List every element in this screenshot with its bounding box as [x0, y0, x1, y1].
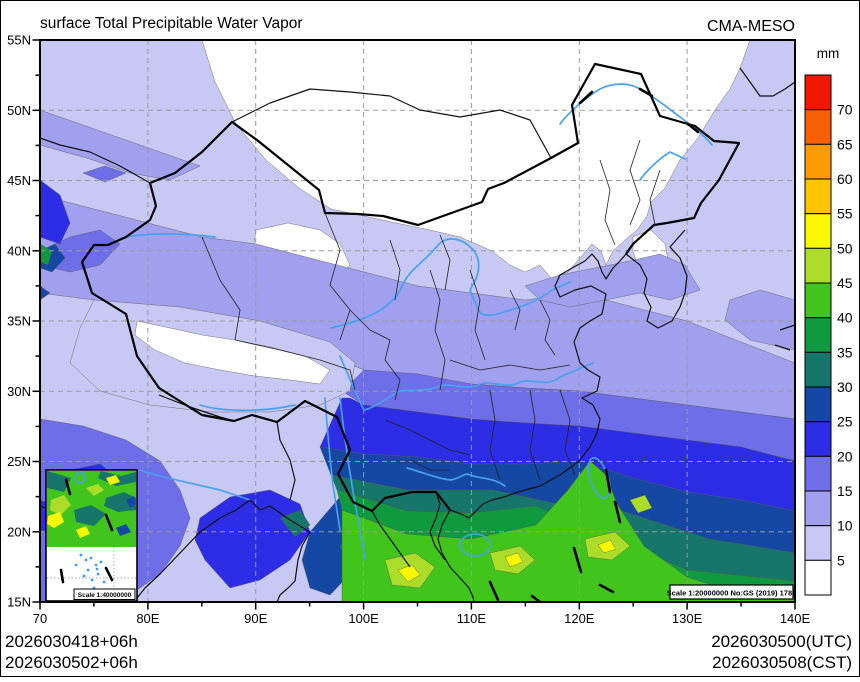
colorbar-labels: 70 65 60 55 50 45 40 35 30 25 20 15 10 5	[837, 102, 853, 569]
map-scale-box: Scale 1:20000000 No:GS (2019) 1786	[667, 584, 797, 600]
colorbar-label: 50	[837, 240, 853, 256]
colorbar-swatch	[804, 282, 832, 319]
lat-label: 35N	[7, 314, 31, 329]
chart-title: surface Total Precipitable Water Vapor	[40, 15, 302, 32]
lat-label: 20N	[7, 524, 31, 539]
colorbar-swatch	[804, 490, 832, 527]
lon-label: 100E	[348, 611, 379, 626]
colorbar-label: 10	[837, 518, 853, 534]
colorbar-swatch	[804, 421, 832, 457]
init-time-line1: 2026030418+06h	[5, 632, 138, 651]
time-labels: 2026030418+06h 2026030502+06h 2026030500…	[5, 632, 852, 672]
lat-label: 50N	[7, 103, 31, 118]
model-name: CMA-MESO	[707, 18, 795, 35]
lon-label: 70	[33, 611, 47, 626]
province-borders	[201, 139, 661, 481]
colorbar-swatch	[804, 559, 832, 596]
axis-ticks	[32, 39, 796, 610]
lon-label: 110E	[457, 611, 487, 626]
china-border	[81, 62, 741, 263]
colorbar-label: 70	[837, 102, 853, 118]
colorbar-swatch	[804, 143, 832, 180]
south-china-sea-inset: Scale 1:40000000	[45, 469, 138, 602]
lat-label: 45N	[7, 173, 31, 188]
lat-axis-labels: 55N 50N 45N 40N 35N 30N 25N 20N 15N	[7, 33, 31, 610]
inset-scale-label: Scale 1:40000000	[78, 592, 132, 599]
contour-field: Scale 1:20000000 No:GS (2019) 1786	[40, 40, 797, 602]
lon-axis-labels: 70 80E 90E 100E 110E 120E 130E 140E	[33, 611, 811, 626]
colorbar-swatch	[804, 386, 832, 423]
colorbar-label: 65	[837, 136, 853, 152]
china-border-southwest	[80, 261, 451, 513]
colorbar-swatch	[804, 74, 832, 111]
colorbar-swatch	[804, 455, 832, 492]
colorbar-unit: mm	[817, 46, 840, 61]
lat-label: 30N	[7, 384, 31, 399]
colorbar-swatch	[804, 351, 832, 388]
boundary-dashes	[488, 87, 700, 602]
colorbar-label: 40	[837, 310, 853, 326]
colorbar-swatch	[804, 109, 832, 145]
colorbar-label: 30	[837, 379, 853, 395]
colorbar-label: 15	[837, 483, 853, 499]
lon-label: 90E	[244, 611, 267, 626]
init-time-line2: 2026030502+06h	[5, 653, 138, 672]
lon-label: 120E	[564, 611, 595, 626]
graticule	[40, 40, 795, 602]
colorbar-swatch	[804, 213, 832, 249]
lat-label: 15N	[7, 595, 31, 610]
colorbar-swatch	[804, 317, 832, 353]
colorbar-label: 60	[837, 171, 853, 187]
lon-label: 80E	[136, 611, 159, 626]
colorbar-label: 35	[837, 344, 853, 360]
colorbar-label: 45	[837, 275, 853, 291]
lat-label: 55N	[7, 33, 31, 48]
lon-label: 140E	[780, 611, 811, 626]
lon-label: 130E	[672, 611, 703, 626]
lat-label: 25N	[7, 454, 31, 469]
colorbar: mm 70 65 60 55 50 45 40 35 30 25 20 15 1…	[804, 46, 853, 596]
colorbar-label: 55	[837, 206, 853, 222]
valid-time-utc: 2026030500(UTC)	[711, 632, 852, 651]
lat-label: 40N	[7, 243, 31, 258]
inset-islands	[74, 553, 106, 596]
colorbar-label: 5	[837, 552, 845, 568]
valid-time-cst: 2026030508(CST)	[712, 653, 852, 672]
map-scale-label: Scale 1:20000000 No:GS (2019) 1786	[667, 589, 797, 598]
colorbar-swatch	[804, 178, 832, 215]
hainan-outline	[459, 533, 491, 557]
colorbar-label: 25	[837, 414, 853, 430]
map-canvas: Scale 1:20000000 No:GS (2019) 1786	[39, 39, 797, 603]
colorbar-label: 20	[837, 448, 853, 464]
colorbar-swatch	[804, 525, 832, 561]
